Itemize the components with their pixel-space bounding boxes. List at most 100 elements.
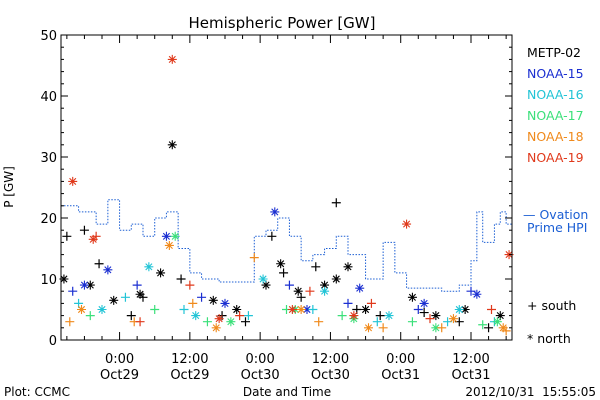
legend-entry: NOAA-17 xyxy=(527,108,584,123)
noaa-19-north-point xyxy=(167,54,177,64)
noaa-17-south-point xyxy=(407,317,417,327)
legend-entry: NOAA-15 xyxy=(527,66,584,81)
y-tick-label: 50 xyxy=(40,29,57,44)
metp-02-north-point xyxy=(431,311,441,321)
noaa-17-south-point xyxy=(337,311,347,321)
metp-02-north-point xyxy=(109,295,119,305)
noaa-15-south-point xyxy=(68,286,78,296)
noaa-17-north-point xyxy=(492,317,502,327)
noaa-18-north-point xyxy=(211,323,221,333)
x-tick-label-hour: 0:00 xyxy=(105,352,134,367)
noaa-15-north-point xyxy=(220,298,230,308)
noaa-15-north-point xyxy=(161,231,171,241)
plot-frame xyxy=(60,34,513,341)
metp-02-south-point xyxy=(176,274,186,284)
noaa-15-north-point xyxy=(79,280,89,290)
metp-02-north-point xyxy=(460,305,470,314)
metp-02-north-point xyxy=(85,280,95,290)
noaa-16-south-point xyxy=(243,311,253,321)
noaa-15-north-point xyxy=(419,298,429,308)
legend-entry: NOAA-16 xyxy=(527,87,584,102)
noaa-16-south-point xyxy=(120,292,130,302)
noaa-16-north-point xyxy=(144,262,154,272)
legend-ovation-label: Prime HPI xyxy=(527,220,587,235)
noaa-16-north-point xyxy=(258,274,268,284)
noaa-19-south-point xyxy=(305,286,315,296)
noaa-18-south-point xyxy=(314,317,324,327)
legend-entry: METP-02 xyxy=(527,45,581,60)
noaa-19-south-point xyxy=(235,311,245,321)
metp-02-south-point xyxy=(279,268,289,278)
metp-02-south-point xyxy=(267,231,277,241)
legend-entry: NOAA-18 xyxy=(527,129,584,144)
metp-02-south-point xyxy=(375,311,385,321)
metp-02-north-point xyxy=(320,280,330,290)
noaa-18-south-point xyxy=(249,253,259,263)
noaa-15-south-point xyxy=(197,292,207,302)
metp-02-south-point xyxy=(484,323,494,333)
x-tick-label-hour: 0:00 xyxy=(386,352,415,367)
metp-02-south-point xyxy=(419,308,429,318)
noaa-15-south-point xyxy=(413,305,423,314)
x-tick-label-day: Oct29 xyxy=(170,368,209,383)
y-axis-label: P [GW] xyxy=(2,166,16,208)
noaa-15-north-point xyxy=(355,283,365,293)
noaa-19-north-point xyxy=(88,234,98,244)
noaa-18-south-point xyxy=(188,298,198,308)
metp-02-north-point xyxy=(407,292,417,302)
noaa-15-south-point xyxy=(343,298,353,308)
plot-area xyxy=(59,54,514,336)
noaa-17-south-point xyxy=(478,320,488,330)
metp-02-south-point xyxy=(331,198,341,208)
noaa-17-south-point xyxy=(202,317,212,327)
legend-entry: NOAA-19 xyxy=(527,150,584,165)
noaa-17-south-point xyxy=(150,305,160,314)
noaa-19-north-point xyxy=(349,311,359,321)
noaa-19-north-point xyxy=(287,305,297,314)
noaa-19-south-point xyxy=(185,280,195,290)
metp-02-north-point xyxy=(276,259,286,269)
x-axis-label: Date and Time xyxy=(243,385,331,399)
noaa-16-north-point xyxy=(454,305,464,314)
metp-02-north-point xyxy=(208,295,218,305)
noaa-18-north-point xyxy=(77,305,86,314)
noaa-15-south-point xyxy=(284,280,294,290)
legend: METP-02 NOAA-15 NOAA-16 NOAA-17 NOAA-18 NOAA-… xyxy=(523,45,588,346)
x-tick-label-hour: 12:00 xyxy=(312,352,349,367)
legend-ovation-label: — Ovation xyxy=(523,207,588,222)
metp-02-north-point xyxy=(261,280,271,290)
metp-02-north-point xyxy=(331,274,341,284)
noaa-15-north-point xyxy=(270,207,280,217)
x-tick-label-day: Oct31 xyxy=(381,368,420,383)
metp-02-north-point xyxy=(361,305,371,314)
noaa-18-north-point xyxy=(448,314,458,324)
y-tick-label: 40 xyxy=(40,90,57,105)
noaa-15-north-point xyxy=(302,305,312,314)
noaa-18-south-point xyxy=(378,323,388,333)
metp-02-south-point xyxy=(79,225,89,235)
x-tick-label-day: Oct31 xyxy=(451,368,490,383)
metp-02-north-point xyxy=(156,268,166,278)
noaa-16-north-point xyxy=(191,311,201,321)
metp-02-south-point xyxy=(241,317,250,327)
noaa-16-south-point xyxy=(179,305,189,314)
noaa-17-north-point xyxy=(226,317,236,327)
metp-02-south-point xyxy=(62,231,72,241)
noaa-16-north-point xyxy=(97,305,107,314)
noaa-18-north-point xyxy=(498,323,508,333)
y-tick-label: 20 xyxy=(40,212,57,227)
noaa-15-north-point xyxy=(103,265,113,275)
x-tick-label-hour: 12:00 xyxy=(452,352,489,367)
y-tick-label: 30 xyxy=(40,151,57,166)
metp-02-north-point xyxy=(167,140,177,150)
noaa-19-north-point xyxy=(68,176,78,186)
x-tick-label-day: Oct29 xyxy=(100,368,139,383)
x-tick-label-day: Oct30 xyxy=(311,368,350,383)
metp-02-south-point xyxy=(126,311,136,321)
noaa-19-north-point xyxy=(214,314,224,324)
metp-02-north-point xyxy=(495,311,505,321)
noaa-17-south-point xyxy=(85,311,95,321)
noaa-17-north-point xyxy=(170,231,180,241)
noaa-18-south-point xyxy=(437,323,447,333)
